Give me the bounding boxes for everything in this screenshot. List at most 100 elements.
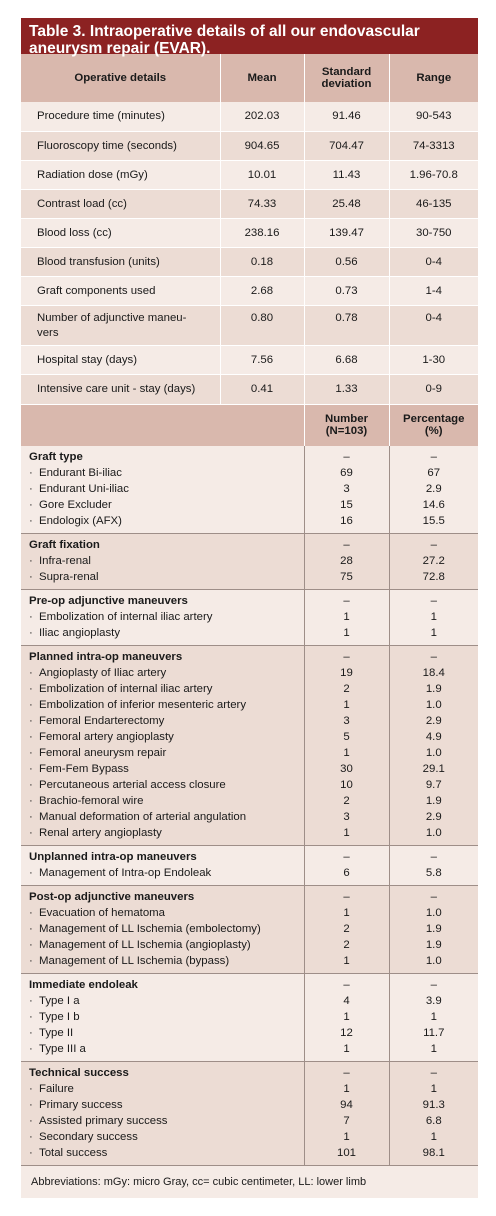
group-item: · Embolization of internal iliac artery [21, 681, 304, 697]
stats-sd-value: 0.73 [304, 276, 390, 306]
header-percentage-line1: Percentage [403, 413, 465, 426]
group-item-label: Management of LL Ischemia (embolectomy) [39, 923, 261, 935]
group-section: Technical success · Failure · Primary succes… [21, 1061, 478, 1166]
group-title: Graft fixation [29, 539, 100, 551]
operative-detail-label-line1: Number of adjunctive maneu- [37, 311, 187, 324]
group-label-cell: Planned intra-op maneuvers · Angioplasty o… [21, 645, 305, 846]
operative-detail-label: Hospital stay (days) [21, 345, 221, 375]
group-item-percentage: 1 [430, 1131, 437, 1143]
group-item-number: 1 [343, 747, 350, 759]
group-item: · Manual deformation of arterial angulati… [21, 809, 304, 825]
bullet-icon: · [29, 907, 33, 919]
stats-header-row: Operative details Mean Standard deviatio… [21, 54, 478, 102]
operative-detail-label: Contrast load (cc) [21, 189, 221, 219]
group-item-label: Management of LL Ischemia (bypass) [39, 955, 230, 967]
group-percentage-dash: – [430, 851, 437, 863]
bullet-icon: · [29, 515, 33, 527]
group-section: Planned intra-op maneuvers · Angioplasty o… [21, 645, 478, 846]
bullet-icon: · [29, 715, 33, 727]
group-percentage-dash: – [430, 595, 437, 607]
header-number: Number (N=103) [304, 404, 390, 446]
group-item-number: 1 [343, 627, 350, 639]
stats-sd-value: 1.33 [304, 374, 390, 405]
group-item: · Renal artery angioplasty [21, 825, 304, 841]
group-number-dash: – [343, 891, 350, 903]
group-item-label: Manual deformation of arterial angulatio… [39, 811, 247, 823]
group-section: Graft type · Endurant Bi-iliac · Endurant Un… [21, 446, 478, 534]
group-item-number: 4 [343, 995, 350, 1007]
bullet-icon: · [29, 995, 33, 1007]
group-number-dash: – [343, 979, 350, 991]
group-item: · Endurant Bi-iliac [21, 465, 304, 481]
group-item-percentage: 5.8 [425, 867, 442, 879]
group-item-percentage: 67 [427, 467, 441, 479]
bullet-icon: · [29, 611, 33, 623]
group-item-number: 2 [343, 795, 350, 807]
header-sd-line1: Standard [321, 66, 372, 78]
group-item-percentage: 2.9 [425, 715, 442, 727]
operative-detail-label: Procedure time (minutes) [21, 102, 221, 132]
group-section: Post-op adjunctive maneuvers · Evacuation … [21, 885, 478, 974]
group-percentage-cell: – 1 1 [389, 589, 478, 646]
group-item-percentage: 1.9 [425, 923, 442, 935]
group-item-percentage: 1 [430, 1083, 437, 1095]
group-number-cell: – 19 2 1 3 5 1 30 10 2 3 1 [304, 645, 390, 846]
group-item: · Percutaneous arterial access closure [21, 777, 304, 793]
bullet-icon: · [29, 667, 33, 679]
group-section: Immediate endoleak · Type I a · Type I b · Typ… [21, 973, 478, 1062]
group-item-number: 7 [343, 1115, 350, 1127]
table-title-line2: aneurysm repair (EVAR). [29, 40, 211, 57]
stats-range-value: 1-30 [389, 345, 478, 375]
group-number-cell: – 69 3 15 16 [304, 446, 390, 534]
header-number-line2: (N=103) [325, 425, 368, 438]
group-item-percentage: 9.7 [425, 779, 442, 791]
group-item-number: 12 [340, 1027, 353, 1039]
group-item-label: Femoral artery angioplasty [39, 731, 174, 743]
group-item-label: Management of LL Ischemia (angioplasty) [39, 939, 251, 951]
group-item: · Secondary success [21, 1129, 304, 1145]
group-percentage-cell: – 67 2.9 14.6 15.5 [389, 446, 478, 534]
operative-detail-label: Number of adjunctive maneu-vers [21, 305, 221, 346]
operative-detail-label: Radiation dose (mGy) [21, 160, 221, 190]
group-item-number: 3 [343, 483, 350, 495]
bullet-icon: · [29, 499, 33, 511]
bullet-icon: · [29, 1027, 33, 1039]
stats-row: Blood transfusion (units) 0.18 0.56 0-4 [21, 247, 478, 277]
group-item: · Type II [21, 1025, 304, 1041]
group-item: · Endologix (AFX) [21, 513, 304, 529]
group-percentage-dash: – [430, 891, 437, 903]
group-item-label: Gore Excluder [39, 499, 112, 511]
group-item: · Assisted primary success [21, 1113, 304, 1129]
stats-sd-value: 25.48 [304, 189, 390, 219]
bullet-icon: · [29, 683, 33, 695]
group-label-cell: Pre-op adjunctive maneuvers · Embolization… [21, 589, 305, 646]
group-percentage-cell: – 5.8 [389, 845, 478, 886]
group-item-label: Assisted primary success [39, 1115, 168, 1127]
group-item-number: 15 [340, 499, 353, 511]
group-item-label: Percutaneous arterial access closure [39, 779, 226, 791]
group-percentage-dash: – [430, 539, 437, 551]
bullet-icon: · [29, 939, 33, 951]
group-item-number: 69 [340, 467, 353, 479]
group-item-number: 3 [343, 811, 350, 823]
group-item-label: Management of Intra-op Endoleak [39, 867, 212, 879]
group-title: Immediate endoleak [29, 979, 138, 991]
stats-mean-value: 0.80 [220, 305, 305, 346]
bullet-icon: · [29, 1011, 33, 1023]
group-item: · Iliac angioplasty [21, 625, 304, 641]
count-header-blank [21, 404, 305, 446]
group-item-percentage: 2.9 [425, 483, 442, 495]
table-body: Operative details Mean Standard deviatio… [21, 54, 478, 1198]
bullet-icon: · [29, 555, 33, 567]
group-title: Graft type [29, 451, 83, 463]
group-item-number: 6 [343, 867, 350, 879]
group-item: · Femoral aneurysm repair [21, 745, 304, 761]
header-number-line1: Number [324, 413, 369, 426]
group-item-percentage: 29.1 [422, 763, 445, 775]
group-percentage-dash: – [430, 651, 437, 663]
bullet-icon: · [29, 699, 33, 711]
stats-row: Graft components used 2.68 0.73 1-4 [21, 276, 478, 306]
bullet-icon: · [29, 1099, 33, 1111]
group-item-label: Endurant Uni-iliac [39, 483, 129, 495]
stats-row: Contrast load (cc) 74.33 25.48 46-135 [21, 189, 478, 219]
